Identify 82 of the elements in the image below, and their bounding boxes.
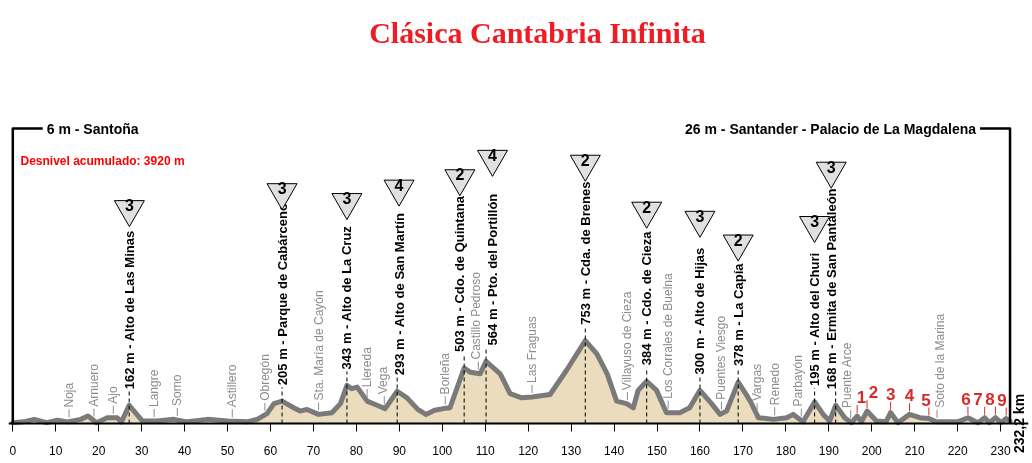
annotation: 293 m - Alto de San Martín [391, 213, 407, 376]
ref-line-label: Ajo [106, 386, 121, 404]
annotation: 3 [885, 384, 896, 404]
annotation: 162 m - Alto de Las Minas [121, 230, 137, 390]
annotation: 8 [985, 389, 995, 409]
x-tick-label: 20 [92, 443, 106, 458]
text: 3 [124, 197, 134, 215]
text: 3 [826, 158, 836, 176]
ref-line-label: Los Corrales de Buelna [661, 273, 676, 399]
annotation: 564 m - Pto. del Portillón [485, 193, 500, 346]
x-tick-label: 220 [947, 443, 968, 458]
annotation: 378 m - La Capía [730, 262, 746, 367]
x-tick-label: 0 [9, 443, 17, 458]
x-tick-label: 210 [904, 443, 926, 458]
ref-line-label: Las Fraguas [525, 316, 540, 383]
annotation: 195 m - Alto del Churi [807, 252, 823, 386]
x-tick-label: 70 [306, 443, 321, 458]
text: Desnivel acumulado: 3920 m [20, 153, 185, 168]
ref-line-label: 26 m - Santander - Palacio de La Magdalena [685, 120, 977, 137]
annotation: 503 m - Cdo. de Quintana [452, 195, 468, 353]
annotation: 384 m - Cdo. de Cieza [639, 230, 655, 366]
annotation: 168 m - Ermita de San Pantaleón [823, 188, 839, 390]
annotation: 205 m - Parque de Cabárceno [274, 203, 290, 386]
text: 2 [642, 198, 652, 216]
ref-line-label: Arnuero [86, 363, 101, 407]
ref-line-label: Parbayón [791, 355, 806, 407]
x-tick-label: 100 [432, 443, 453, 458]
x-tick-label: 80 [349, 443, 364, 458]
ref-line-label: Astillero [225, 364, 240, 408]
annotation: 300 m - Alto de Hijas [692, 247, 708, 375]
ref-line-label: Vega [375, 366, 390, 395]
x-tick-label: 30 [134, 443, 149, 458]
text: 3 [695, 207, 705, 225]
x-tick-label: 90 [392, 443, 407, 458]
ref-line-label: Soto de la Marina [932, 313, 947, 408]
x-tick-label: 150 [646, 443, 668, 458]
x-tick-label: 190 [818, 443, 840, 458]
text: 4 [394, 176, 404, 194]
x-tick-label: 140 [604, 443, 625, 458]
ref-line-label: Borleña [438, 352, 453, 395]
annotation: 232,2 km [1011, 393, 1028, 454]
x-tick-label: 10 [49, 443, 63, 458]
ref-line-label: Vargas [750, 363, 765, 402]
x-tick-label: 120 [518, 443, 539, 458]
text: 4 [488, 147, 498, 164]
annotation: 753 m - Cda. de Brenes [577, 181, 593, 325]
annotation: 1 [856, 388, 867, 408]
annotation: 4 [904, 386, 915, 406]
annotation: 9 [997, 390, 1007, 410]
ref-line-label: Obregón [257, 354, 272, 401]
annotation: 2 [868, 383, 879, 403]
x-tick-label: 160 [689, 443, 711, 458]
ref-line-label: Villayuso de Cieza [620, 291, 635, 391]
x-tick-label: 40 [177, 443, 192, 458]
ref-line-label: Noja [62, 382, 77, 408]
annotation: 7 [973, 389, 983, 409]
text: 2 [455, 166, 465, 184]
ref-line-label: Renedo [767, 362, 782, 406]
x-tick-label: 180 [775, 443, 797, 458]
x-tick-label: 110 [475, 443, 496, 458]
text: 2 [733, 231, 743, 249]
x-tick-label: 50 [220, 443, 235, 458]
annotation: 6 [961, 389, 971, 409]
text: 3 [342, 190, 352, 208]
annotation: 343 m - Alto de La Cruz [339, 225, 355, 370]
ref-line-label: Somo [170, 374, 185, 406]
text: 2 [580, 151, 590, 169]
ref-line-label: Llereda [359, 346, 374, 388]
chart-title: Clásica Cantabria Infinita [369, 16, 706, 49]
ref-line-label: Puente Arce [840, 342, 855, 409]
x-tick-label: 230 [990, 443, 1011, 458]
x-tick-label: 60 [263, 443, 278, 458]
ref-line-label: Puentes Viesgo [714, 315, 729, 400]
x-tick-label: 170 [732, 443, 754, 458]
annotation: 5 [921, 390, 931, 410]
ref-line-label: Langre [147, 369, 162, 408]
ref-line-label: Sta. María de Cayón [311, 290, 326, 401]
ref-line-label: 6 m - Santoña [46, 120, 139, 137]
x-tick-label: 130 [561, 443, 582, 458]
text: 3 [277, 180, 287, 198]
x-tick-label: 200 [861, 443, 883, 458]
ref-line-label: Castillo Pedroso [469, 271, 484, 360]
